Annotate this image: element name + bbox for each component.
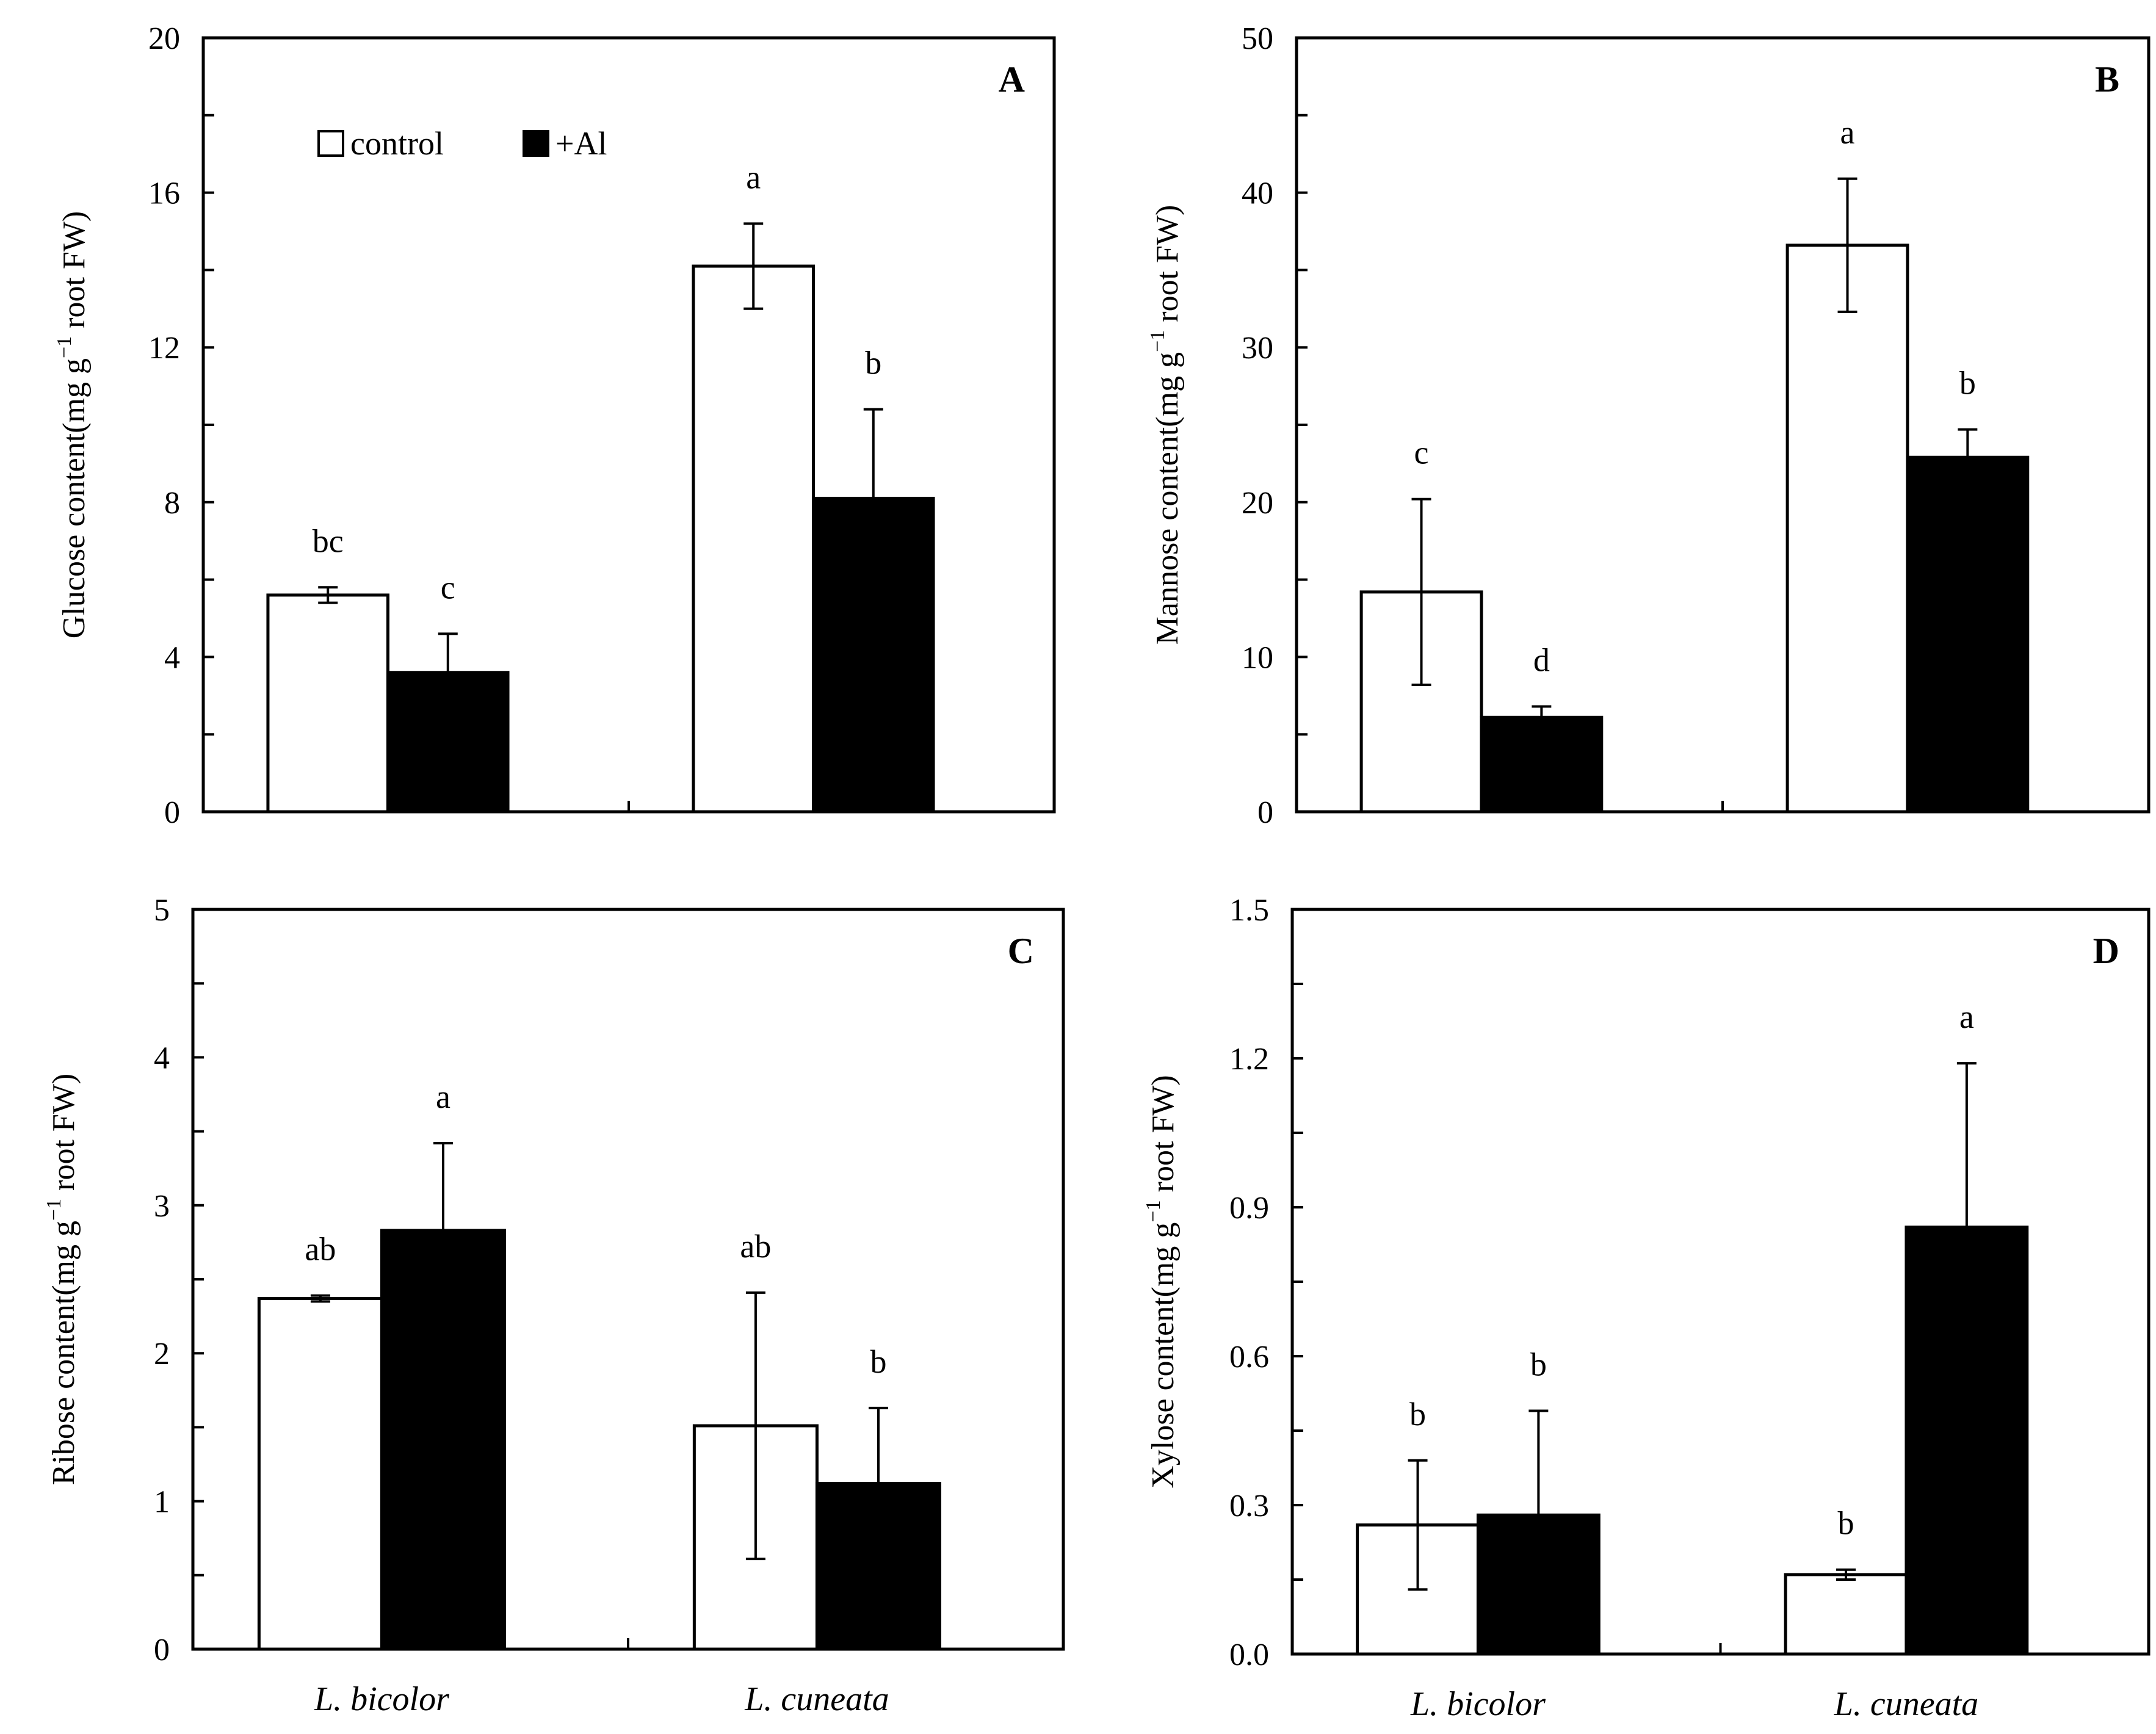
y-tick-label: 0 (1257, 795, 1273, 830)
significance-letter: b (870, 1343, 886, 1380)
y-tick-label: 20 (1242, 486, 1273, 521)
panel-letter: D (2093, 931, 2119, 971)
y-tick-label: 16 (148, 176, 180, 211)
significance-letter: ab (305, 1231, 336, 1268)
y-tick-label: 12 (148, 331, 180, 366)
bar-al (1906, 455, 2030, 814)
significance-letter: b (865, 345, 881, 381)
y-tick-label: 0 (154, 1633, 170, 1667)
y-tick-label: 4 (154, 1041, 170, 1075)
y-tick-label: 8 (164, 486, 180, 521)
y-tick-label: 0.3 (1229, 1489, 1269, 1523)
y-tick-label: 2 (154, 1337, 170, 1371)
x-category-label: L. cuneata (1834, 1685, 1978, 1723)
y-axis-label: Mannose content(mg g−1 root FW) (1146, 205, 1185, 645)
significance-letter: ab (740, 1228, 771, 1265)
y-tick-label: 0.6 (1229, 1340, 1269, 1375)
significance-letter: d (1533, 642, 1550, 679)
significance-letter: bc (313, 522, 344, 559)
panel-letter: B (2095, 59, 2119, 99)
legend-label: control (350, 125, 444, 162)
y-tick-label: 4 (164, 640, 180, 675)
legend-label: +Al (555, 125, 607, 162)
x-category-label: L. cuneata (744, 1680, 889, 1718)
y-axis-label: Glucose content(mg g−1 root FW) (53, 211, 92, 639)
significance-letter: a (436, 1078, 450, 1115)
y-tick-label: 0.0 (1229, 1638, 1269, 1672)
y-tick-label: 10 (1242, 640, 1273, 675)
bar-control (1785, 244, 1909, 814)
significance-letter: a (1840, 114, 1855, 151)
bar-al (1480, 715, 1604, 814)
panel-a: 0 4 8 12 16 20 bc a c b A Glucose content(mg g−1 ro… (53, 21, 1056, 830)
y-tick-label: 1.2 (1229, 1042, 1269, 1077)
legend-swatch (317, 130, 344, 157)
panel-letter: C (1008, 931, 1034, 971)
panel-d: 0.0 0.3 0.6 0.9 1.2 1.5 b b b a D Xylose content(mg… (1142, 893, 2151, 1723)
significance-letter: a (746, 159, 761, 195)
y-tick-label: 40 (1242, 176, 1273, 211)
panel-letter: A (999, 59, 1025, 99)
bar-control (257, 1297, 383, 1651)
x-category-label: L. bicolor (314, 1680, 449, 1718)
significance-letter: b (1409, 1396, 1426, 1432)
x-category-label: L. bicolor (1410, 1685, 1546, 1723)
significance-letter: c (441, 569, 455, 605)
plot-frame (1290, 908, 2151, 1656)
y-tick-label: 1 (154, 1485, 170, 1520)
significance-letter: b (1959, 365, 1976, 402)
y-tick-label: 20 (148, 21, 180, 56)
bar-control (266, 593, 389, 814)
significance-letter: a (1959, 999, 1974, 1035)
y-tick-label: 30 (1242, 331, 1273, 366)
y-tick-label: 0 (164, 795, 180, 830)
significance-letter: c (1414, 435, 1429, 471)
y-tick-label: 0.9 (1229, 1191, 1269, 1226)
significance-letter: b (1530, 1346, 1547, 1382)
y-axis-label: Xylose content(mg g−1 root FW) (1142, 1075, 1181, 1488)
y-tick-label: 3 (154, 1189, 170, 1224)
plot-frame (1295, 36, 2151, 814)
significance-letter: b (1838, 1505, 1854, 1542)
plot-frame (191, 908, 1065, 1651)
bar-control (692, 264, 815, 814)
bar-control (1784, 1573, 1908, 1656)
plot-frame (201, 36, 1056, 814)
y-axis-label: Ribose content(mg g−1 root FW) (43, 1074, 81, 1486)
legend-swatch (523, 130, 549, 157)
panel-b: 0 10 20 30 40 50 c a d b B Mannose content(mg g−1 r… (1146, 21, 2151, 830)
y-tick-label: 1.5 (1229, 893, 1269, 928)
y-tick-label: 5 (154, 893, 170, 928)
y-tick-label: 50 (1242, 21, 1273, 56)
